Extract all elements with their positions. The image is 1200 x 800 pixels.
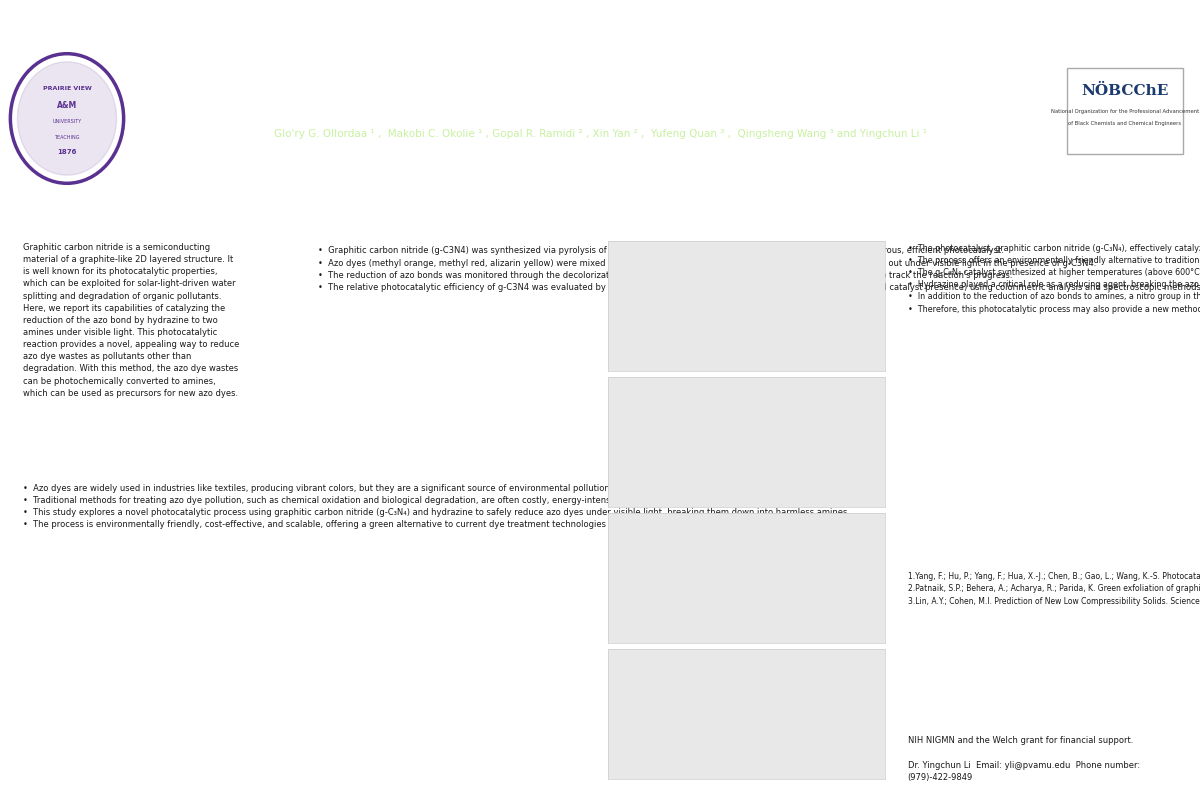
Text: Introduction: Introduction xyxy=(23,454,104,466)
Text: National Organization for the Professional Advancement: National Organization for the Profession… xyxy=(1051,109,1199,114)
Text: A&M: A&M xyxy=(56,101,77,110)
Text: of Black Chemists and Chemical Engineers: of Black Chemists and Chemical Engineers xyxy=(1068,121,1182,126)
Text: Abstract: Abstract xyxy=(23,214,79,226)
Text: References: References xyxy=(907,543,983,556)
Text: NÖBCChE: NÖBCChE xyxy=(1081,84,1169,98)
Text: Conclusion: Conclusion xyxy=(907,214,979,226)
Text: Graphitic carbon nitride is a semiconducting
material of a graphite-like 2D laye: Graphitic carbon nitride is a semiconduc… xyxy=(23,243,239,398)
Text: •  Azo dyes are widely used in industries like textiles, producing vibrant color: • Azo dyes are widely used in industries… xyxy=(23,484,850,530)
Text: 1.Yang, F.; Hu, P.; Yang, F.; Hua, X.-J.; Chen, B.; Gao, L.; Wang, K.-S. Photoca: 1.Yang, F.; Hu, P.; Yang, F.; Hua, X.-J.… xyxy=(907,572,1200,606)
Text: Glo'ry G. Ollordaa ¹ ,  Makobi C. Okolie ¹ , Gopal R. Ramidi ² , Xin Yan ² ,  Yu: Glo'ry G. Ollordaa ¹ , Makobi C. Okolie … xyxy=(274,130,926,139)
Text: ¹ Department of Chemistry, Prairie View A&M University, Prairie View, TX 77446, : ¹ Department of Chemistry, Prairie View … xyxy=(412,154,788,187)
Text: 1876: 1876 xyxy=(58,150,77,155)
Text: UNIVERSITY: UNIVERSITY xyxy=(53,118,82,124)
Text: PRAIRIE VIEW: PRAIRIE VIEW xyxy=(43,86,91,91)
Text: Acknowledgements: Acknowledgements xyxy=(907,708,1037,722)
Text: NIH NIGMN and the Welch grant for financial support.

Dr. Yingchun Li  Email: yl: NIH NIGMN and the Welch grant for financ… xyxy=(907,737,1140,782)
Circle shape xyxy=(18,62,116,175)
Text: Methodology: Methodology xyxy=(318,214,404,226)
FancyBboxPatch shape xyxy=(1068,68,1183,154)
Text: Results: Results xyxy=(613,214,661,226)
Text: Graphitic Carbon Nitride Catalyzes the Reduction of the Azo Bond by
Hydrazine un: Graphitic Carbon Nitride Catalyzes the R… xyxy=(61,54,1139,122)
Text: •  Graphitic carbon nitride (g-C3N4) was synthesized via pyrolysis of melamine a: • Graphitic carbon nitride (g-C3N4) was … xyxy=(318,246,1200,292)
Text: TEACHING: TEACHING xyxy=(54,135,79,140)
Text: •  The photocatalyst, graphitic carbon nitride (g-C₃N₄), effectively catalyzed t: • The photocatalyst, graphitic carbon ni… xyxy=(907,244,1200,314)
